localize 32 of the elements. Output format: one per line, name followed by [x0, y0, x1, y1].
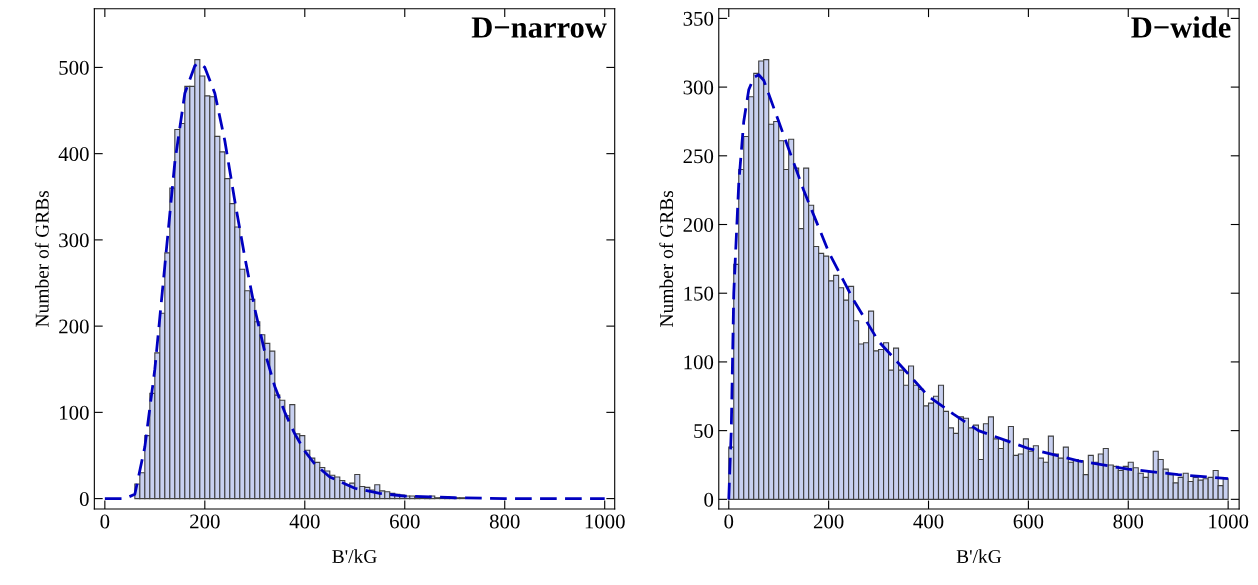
chart-title: D−narrow — [471, 17, 607, 38]
y-tick-label: 100 — [684, 355, 714, 370]
x-tick-label: 200 — [813, 514, 844, 529]
x-tick-label: 200 — [190, 514, 220, 529]
x-tick-label: 0 — [724, 514, 734, 529]
x-tick-label: 800 — [489, 514, 520, 529]
chart-title: D−wide — [1131, 16, 1231, 38]
y-tick-label: 150 — [684, 286, 714, 301]
x-tick-label: 400 — [289, 514, 320, 529]
y-tick-label: 200 — [59, 319, 89, 334]
y-tick-label: 400 — [58, 147, 89, 162]
x-tick-label: 800 — [1113, 514, 1144, 529]
x-tick-label: 600 — [1013, 514, 1044, 529]
y-tick-label: 200 — [683, 217, 714, 232]
x-tick-label: 0 — [100, 514, 110, 529]
y-axis-title: Number of GRBs — [34, 190, 49, 327]
x-tick-label: 1000 — [1209, 514, 1249, 529]
y-tick-label: 500 — [59, 60, 89, 75]
y-tick-label: 0 — [704, 492, 714, 507]
x-tick-label: 400 — [913, 514, 944, 529]
y-tick-label: 300 — [683, 80, 714, 95]
y-tick-label: 250 — [683, 149, 714, 164]
x-axis-title: B'/kG — [332, 549, 377, 564]
y-tick-label: 350 — [683, 11, 714, 26]
y-tick-label: 300 — [59, 233, 89, 248]
y-tick-label: 100 — [60, 405, 89, 420]
x-tick-label: 600 — [390, 514, 420, 529]
x-tick-label: 1000 — [585, 514, 625, 529]
y-axis-title: Number of GRBs — [659, 190, 674, 327]
y-tick-label: 50 — [694, 424, 714, 439]
y-tick-label: 0 — [79, 491, 89, 507]
x-axis-title: B'/kG — [956, 549, 1002, 564]
